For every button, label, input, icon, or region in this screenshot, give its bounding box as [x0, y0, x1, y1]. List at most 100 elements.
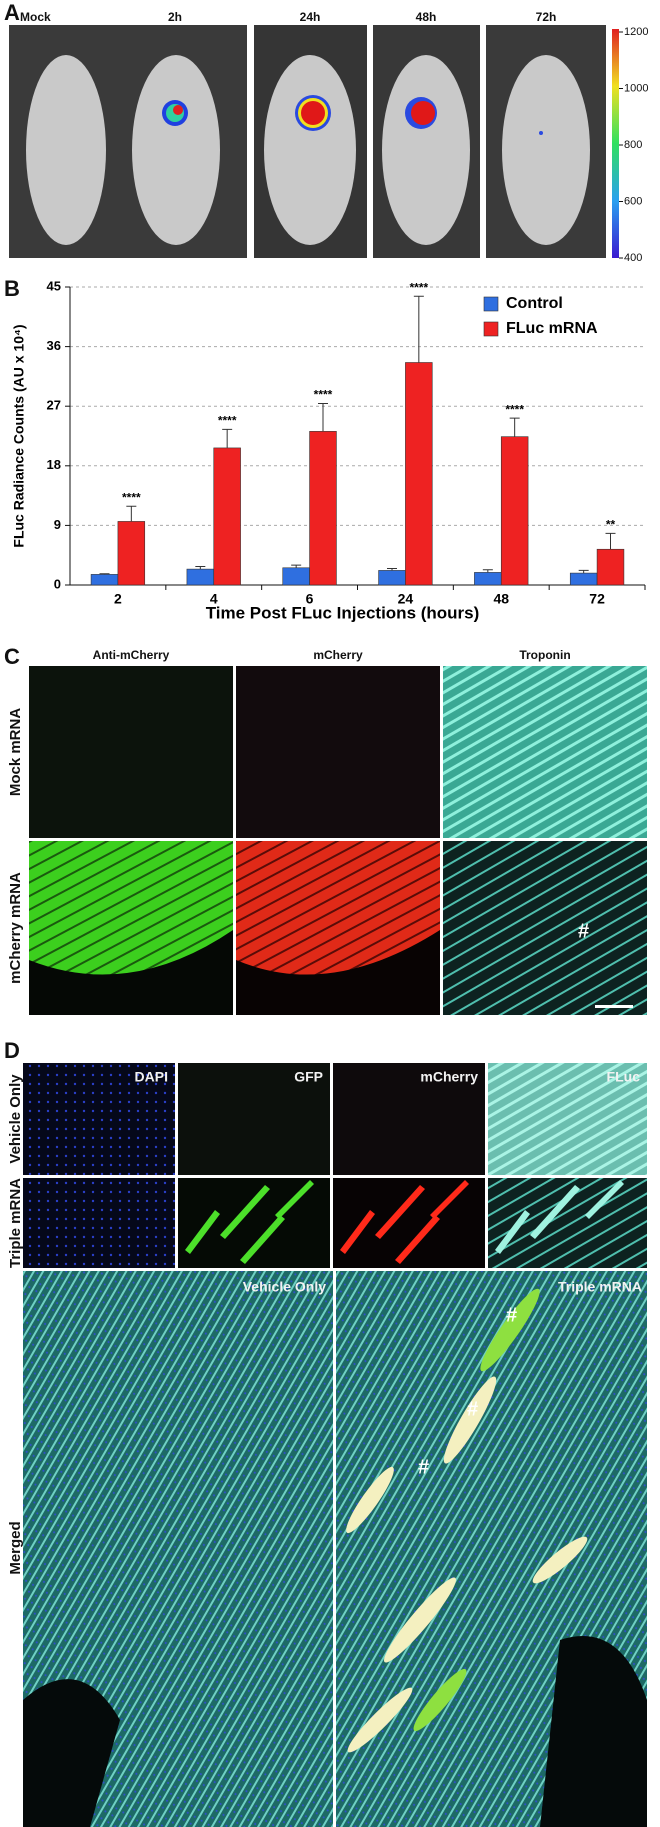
image-decoration: [530, 1185, 580, 1239]
image-decoration: [375, 1185, 425, 1239]
image-decoration: [240, 1215, 285, 1264]
y-tick-label: 18: [47, 457, 61, 472]
bar: [186, 568, 215, 586]
error-bar: [318, 403, 328, 432]
row-label: Mock mRNA: [7, 708, 24, 797]
significance: **: [606, 518, 616, 532]
column-title: mCherry: [313, 648, 363, 662]
marker: #: [578, 920, 589, 942]
x-axis-title: Time Post FLuc Injections (hours): [206, 603, 480, 622]
error-bar: [291, 564, 302, 568]
x-tick-label: 48: [493, 591, 509, 607]
image-decoration: [443, 1376, 497, 1464]
image-decoration: [178, 1178, 330, 1268]
image-decoration: [29, 930, 233, 1015]
image-decoration: [347, 1687, 413, 1753]
error-bar: [99, 573, 110, 575]
column-title: Troponin: [519, 648, 570, 662]
time-label: Mock: [20, 10, 51, 24]
error-bar: [387, 567, 397, 571]
column-title: Anti-mCherry: [93, 648, 170, 662]
group: [346, 1376, 588, 1753]
error-bar: [509, 417, 520, 437]
merged-label: Vehicle Only: [243, 1279, 326, 1295]
marker: #: [467, 1398, 478, 1420]
row-label: mCherry mRNA: [7, 872, 24, 984]
bar: [309, 431, 337, 586]
panel-label: B: [4, 276, 20, 301]
image-decoration: [585, 1180, 624, 1219]
bar: [117, 521, 146, 586]
image-decoration: [383, 1577, 457, 1663]
image-decoration: [395, 1215, 440, 1264]
image-decoration: [488, 1063, 647, 1175]
image-decoration: [540, 1636, 647, 1827]
x-tick-label: 4: [210, 591, 218, 607]
colorbar-label: 600: [624, 195, 642, 207]
legend-swatch: [483, 296, 499, 312]
y-axis-title: FLuc Radiance Counts (AU x 10⁴): [11, 324, 27, 547]
y-tick-label: 9: [54, 517, 61, 532]
error-bar: [126, 505, 137, 522]
column-title: GFP: [294, 1069, 323, 1085]
bar: [596, 548, 625, 586]
error-bar: [195, 565, 206, 570]
image-decoration: [23, 1063, 175, 1175]
image-decoration: [480, 1288, 540, 1372]
significance: ****: [314, 388, 333, 402]
y-tick-label: 36: [47, 338, 61, 353]
image-decoration: [502, 55, 590, 245]
bar: [90, 574, 119, 586]
image-decoration: [333, 1063, 485, 1175]
image-decoration: [411, 101, 435, 125]
image-decoration: [220, 1185, 270, 1239]
panel-label: D: [4, 1038, 20, 1063]
y-tick-label: 27: [47, 398, 61, 413]
panel-label: A: [4, 0, 20, 25]
x-tick-label: 24: [398, 591, 414, 607]
group: [340, 1180, 469, 1264]
image-decoration: [488, 1178, 647, 1268]
x-tick-label: 2: [114, 591, 122, 607]
time-label: 48h: [416, 10, 437, 24]
colorbar-label: 800: [624, 139, 642, 151]
significance: ****: [505, 402, 524, 416]
x-tick-label: 6: [306, 591, 314, 607]
row-label: Merged: [7, 1521, 24, 1574]
bar: [378, 570, 406, 586]
time-label: 24h: [300, 10, 321, 24]
bar: [474, 572, 502, 586]
image-decoration: [275, 1180, 314, 1219]
image-decoration: [413, 1668, 467, 1732]
y-tick-label: 0: [54, 576, 61, 591]
image-decoration: [132, 55, 220, 245]
column-title: mCherry: [420, 1069, 478, 1085]
time-label: 72h: [536, 10, 557, 24]
error-bar: [222, 428, 233, 448]
row-label: Vehicle Only: [7, 1074, 24, 1164]
group: [413, 1288, 540, 1732]
image-decoration: [178, 1063, 330, 1175]
legend-label: Control: [506, 295, 563, 312]
bar: [500, 436, 529, 586]
error-bar: [605, 532, 616, 550]
image-decoration: [23, 1178, 175, 1268]
error-bar: [578, 569, 589, 574]
colorbar-label: 400: [624, 252, 642, 264]
image-decoration: [382, 55, 470, 245]
group: [26, 55, 590, 245]
image-decoration: [236, 930, 440, 1015]
column-title: DAPI: [135, 1069, 168, 1085]
image-decoration: [185, 1210, 220, 1254]
error-bar: [413, 295, 424, 363]
merged-label: Triple mRNA: [558, 1279, 642, 1295]
image-decoration: [333, 1178, 485, 1268]
y-tick-label: 45: [47, 278, 61, 293]
image-decoration: [612, 29, 619, 258]
significance: ****: [409, 280, 428, 294]
image-decoration: [23, 1679, 120, 1827]
image-decoration: [173, 105, 183, 115]
legend-swatch: [483, 321, 499, 337]
row-label: Triple mRNA: [7, 1178, 24, 1268]
